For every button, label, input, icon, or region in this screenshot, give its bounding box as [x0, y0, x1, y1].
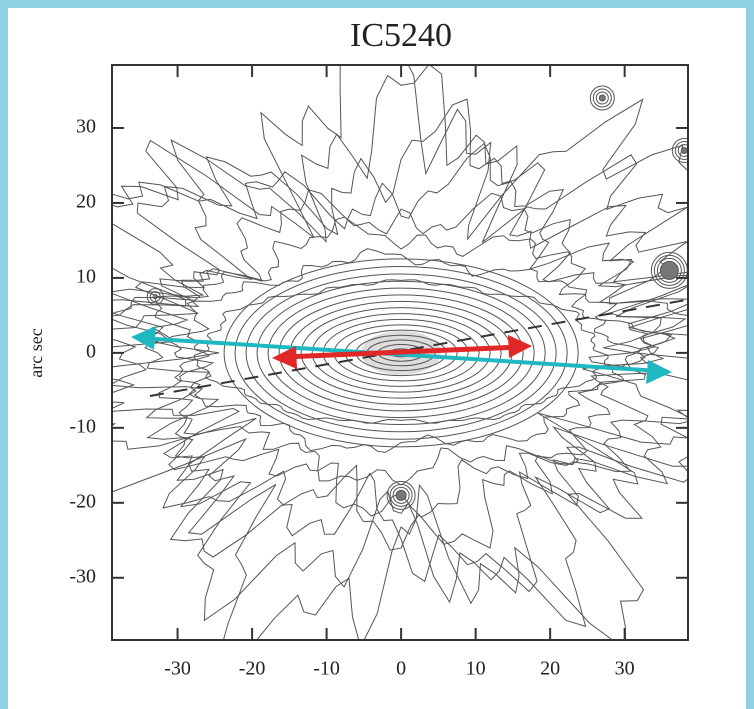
y-tick-label: -10: [69, 415, 96, 437]
source-contour: [599, 95, 605, 101]
x-tick-label: -30: [164, 658, 191, 680]
x-tick-label: 30: [615, 658, 635, 680]
chart-title: IC5240: [350, 17, 452, 54]
y-tick-label: 0: [86, 340, 96, 362]
source-contour: [681, 147, 687, 153]
chart: IC5240 arc sec -30 -20 -10 0 10 20 30 -30 -20 -10…: [0, 0, 754, 709]
y-tick-label: 20: [76, 191, 96, 213]
y-axis-label: arc sec: [26, 328, 46, 377]
y-tick-label: -20: [69, 490, 96, 512]
x-tick-label: -20: [239, 658, 266, 680]
y-tick-label: 10: [76, 266, 96, 288]
source-contour: [396, 490, 406, 500]
y-tick-label: -30: [69, 565, 96, 587]
x-tick-label: 20: [540, 658, 560, 680]
source-contour: [660, 261, 678, 279]
y-tick-label: 30: [76, 116, 96, 138]
x-tick-label: 10: [466, 658, 486, 680]
page: IC5240 arc sec -30 -20 -10 0 10 20 30 -30 -20 -10…: [0, 0, 754, 709]
x-tick-label: -10: [313, 658, 340, 680]
x-tick-label: 0: [396, 658, 406, 680]
